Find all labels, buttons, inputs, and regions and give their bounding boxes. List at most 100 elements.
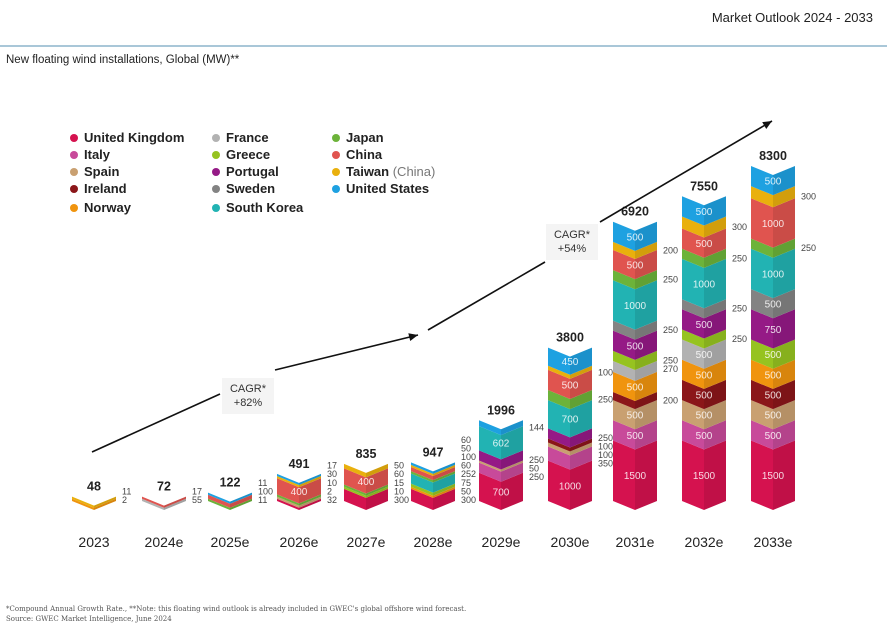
data-label: 500 <box>627 411 644 422</box>
x-tick-label: 2028e <box>414 534 453 550</box>
bar-segment-united-states <box>548 347 570 375</box>
data-label: 1500 <box>693 471 716 482</box>
bar-segment-japan-shade <box>570 390 592 410</box>
bar-segment-united-kingdom-shade <box>299 498 321 510</box>
x-tick-label: 2032e <box>685 534 724 550</box>
bar-segment-greece-shade <box>704 329 726 349</box>
x-tick-label: 2033e <box>754 534 793 550</box>
bar-segment-taiwan-shade <box>773 186 795 208</box>
data-label: 500 <box>562 380 579 391</box>
data-label: 500 <box>627 261 644 272</box>
data-label: 500 <box>627 431 644 442</box>
data-label: 1000 <box>762 269 785 280</box>
bar-segment-japan-shade <box>230 498 252 510</box>
side-data-label: 250 <box>529 455 544 465</box>
data-label: 500 <box>765 177 782 188</box>
bar-2029e <box>479 420 523 510</box>
side-data-label: 100 <box>461 452 476 462</box>
legend-item-united-states: United States <box>332 181 429 196</box>
bar-segment-norway-shade <box>704 359 726 389</box>
data-label: 450 <box>562 357 579 368</box>
cagr-trend-arrow-2-head <box>762 121 772 130</box>
bar-segment-united-kingdom <box>479 472 501 510</box>
bar-segment-china <box>142 496 164 508</box>
bar-segment-greece <box>751 339 773 369</box>
bar-segment-united-states-shade <box>635 221 657 251</box>
bar-2031e <box>613 221 657 510</box>
data-label: 400 <box>291 487 308 498</box>
bar-segment-united-kingdom-shade <box>570 460 592 510</box>
bar-segment-taiwan <box>344 463 366 478</box>
legend-swatch-icon <box>70 184 78 193</box>
bar-segment-sweden <box>682 299 704 319</box>
bar-segment-china <box>751 198 773 248</box>
bar-segment-ireland-shade <box>570 438 592 452</box>
bar-segment-spain <box>751 400 773 430</box>
side-data-label: 100 <box>598 367 613 377</box>
legend-label: Japan <box>346 130 384 145</box>
side-data-label: 50 <box>461 443 471 453</box>
data-label: 500 <box>696 370 713 381</box>
bar-segment-spain <box>548 442 570 456</box>
side-data-label: 250 <box>732 334 747 344</box>
legend-item-sweden: Sweden <box>212 181 275 196</box>
bar-segment-taiwan-shade <box>704 216 726 238</box>
bar-segment-china <box>548 369 570 400</box>
side-data-label: 32 <box>327 495 337 505</box>
bar-segment-greece <box>411 483 433 496</box>
bar-segment-norway <box>751 359 773 389</box>
legend-swatch-icon <box>332 184 340 193</box>
bar-segment-taiwan-shade <box>94 496 116 508</box>
bar-segment-south-korea <box>479 426 501 460</box>
bar-segment-china <box>682 228 704 258</box>
bar-segment-ireland <box>548 438 570 452</box>
bar-segment-china-shade <box>570 369 592 400</box>
side-data-label: 50 <box>461 486 471 496</box>
cagr-label: CAGR* <box>230 383 267 395</box>
x-tick-label: 2030e <box>551 534 590 550</box>
bar-segment-south-korea <box>411 473 433 493</box>
data-label: 1500 <box>624 471 647 482</box>
bar-segment-japan-shade <box>635 270 657 290</box>
side-data-label: 17 <box>192 486 202 496</box>
legend-swatch-icon <box>70 167 78 176</box>
legend-swatch-icon <box>212 167 220 176</box>
bar-segment-united-kingdom-shade <box>433 488 455 510</box>
bar-segment-china <box>277 478 299 504</box>
bar-segment-china-shade <box>366 468 388 494</box>
bar-segment-south-korea-shade <box>635 280 657 330</box>
data-label: 500 <box>765 350 782 361</box>
bar-2033e <box>751 166 795 510</box>
bar-segment-china-shade <box>164 496 186 508</box>
bar-segment-greece <box>344 486 366 498</box>
data-label: 500 <box>627 232 644 243</box>
bar-segment-united-states-shade <box>773 166 795 196</box>
bar-segment-united-kingdom <box>751 440 773 510</box>
data-label: 500 <box>765 300 782 311</box>
legend-label: Norway <box>84 200 131 215</box>
bar-segment-spain-shade <box>501 460 523 472</box>
bar-segment-italy <box>548 446 570 470</box>
bar-segment-spain-shade <box>773 400 795 430</box>
bar-segment-spain <box>277 496 299 508</box>
bar-segment-italy-shade <box>773 420 795 450</box>
bar-segment-portugal-shade <box>501 450 523 470</box>
bar-segment-italy <box>613 420 635 450</box>
legend-item-united-kingdom: United Kingdom <box>70 130 184 145</box>
bar-segment-south-korea-shade <box>570 400 592 438</box>
legend-swatch-icon <box>212 184 220 193</box>
data-label: 500 <box>696 320 713 331</box>
bar-segment-south-korea-shade <box>704 258 726 309</box>
bar-segment-france <box>613 360 635 381</box>
side-data-label: 60 <box>394 469 404 479</box>
cagr-trend-line-1a <box>91 393 221 453</box>
bar-segment-united-states <box>751 166 773 196</box>
bar-segment-united-states <box>682 196 704 226</box>
bar-segment-china <box>208 494 230 508</box>
bar-segment-south-korea-shade <box>433 473 455 493</box>
cagr-trend-line-2a <box>427 261 546 331</box>
bar-segment-france-shade <box>635 360 657 381</box>
bar-segment-spain-shade <box>635 400 657 430</box>
side-data-label: 100 <box>598 441 613 451</box>
total-label: 48 <box>87 480 101 494</box>
